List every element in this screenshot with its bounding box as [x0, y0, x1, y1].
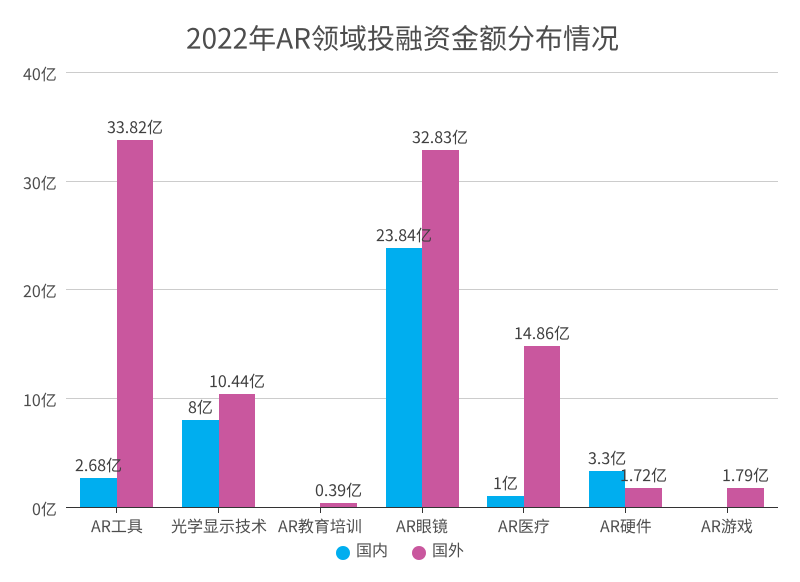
x-axis-label-AR工具: [90, 518, 143, 534]
x-axis-tick-AR眼镜: [421, 507, 423, 513]
legend-dot-国外: [412, 545, 426, 560]
value-label-国外-AR工具: [107, 119, 163, 135]
bar-国内-AR工具[interactable]: [80, 477, 117, 507]
x-axis-tick-AR教育培训: [319, 507, 321, 513]
x-axis-tick-AR硬件: [624, 507, 626, 513]
y-axis-label-30: [23, 175, 57, 191]
x-axis-label-AR教育培训: [278, 518, 362, 534]
bar-国外-AR硬件[interactable]: [625, 488, 662, 507]
bar-国内-AR眼镜[interactable]: [385, 248, 422, 507]
bar-国外-AR工具[interactable]: [116, 139, 154, 507]
value-label-国外-光学显示技术: [209, 373, 265, 389]
value-label-国外-AR硬件: [620, 467, 667, 483]
gridline-40: [66, 72, 778, 73]
y-axis-label-20: [23, 283, 57, 299]
chart-title: [186, 24, 619, 52]
value-label-国内-AR眼镜: [376, 227, 432, 243]
value-label-国内-AR医疗: [493, 475, 518, 491]
legend-label-国内: [356, 542, 388, 563]
legend: [0, 542, 800, 564]
value-label-国外-AR游戏: [722, 467, 769, 483]
legend-dot-国内: [336, 545, 350, 560]
value-label-国外-AR医疗: [514, 325, 570, 341]
bar-国内-光学显示技术[interactable]: [182, 420, 219, 507]
value-label-国内-AR工具: [75, 457, 122, 473]
x-axis-label-AR硬件: [599, 518, 652, 534]
x-axis-tick-AR医疗: [523, 507, 525, 513]
bar-国内-AR医疗[interactable]: [487, 496, 524, 507]
y-axis-label-10: [23, 392, 57, 408]
bar-国外-AR眼镜[interactable]: [422, 150, 459, 507]
value-label-国外-AR教育培训: [315, 482, 362, 498]
bar-国内-AR硬件[interactable]: [588, 471, 626, 507]
x-axis-label-AR眼镜: [396, 518, 448, 534]
x-axis-label-光学显示技术: [171, 518, 267, 534]
bar-国外-光学显示技术[interactable]: [218, 393, 256, 507]
legend-item-国内[interactable]: [336, 542, 388, 563]
x-axis-tick-AR工具: [116, 507, 118, 513]
value-label-国内-AR硬件: [588, 450, 626, 466]
value-label-国外-AR眼镜: [412, 129, 468, 145]
x-axis-line: [66, 506, 778, 508]
value-label-国内-光学显示技术: [188, 399, 213, 415]
y-axis-label-40: [23, 66, 57, 82]
x-axis-tick-AR游戏: [726, 507, 728, 513]
bar-国外-AR医疗[interactable]: [523, 345, 561, 507]
y-axis-label-0: [32, 501, 57, 517]
x-axis-tick-光学显示技术: [218, 507, 220, 513]
bar-国外-AR游戏[interactable]: [727, 487, 764, 507]
x-axis-label-AR医疗: [497, 518, 550, 534]
legend-item-国外[interactable]: [412, 542, 464, 563]
legend-label-国外: [432, 542, 464, 563]
x-axis-label-AR游戏: [701, 518, 753, 534]
bar-国外-AR教育培训[interactable]: [320, 502, 357, 507]
